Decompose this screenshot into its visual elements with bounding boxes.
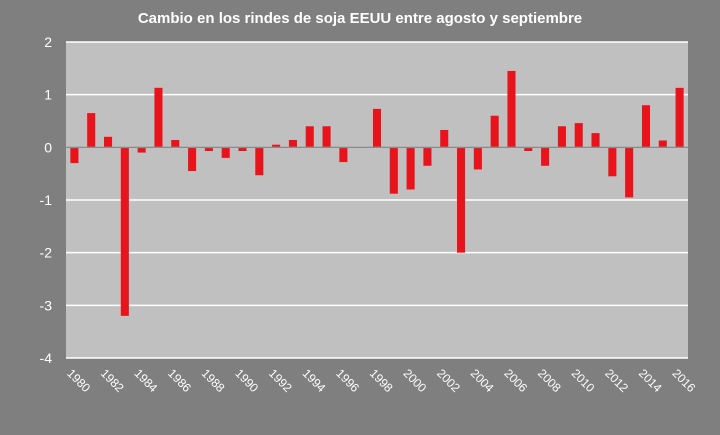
- bar-2004: [473, 147, 482, 170]
- x-tick-label: 2006: [501, 366, 530, 395]
- bar-2011: [591, 133, 600, 148]
- bar-1981: [87, 113, 96, 148]
- x-tick-label: 1980: [64, 366, 93, 395]
- y-tick-label: -4: [40, 350, 53, 366]
- bar-2015: [658, 140, 667, 148]
- y-tick-label: -1: [40, 192, 53, 208]
- bar-1986: [171, 139, 180, 148]
- y-tick-label: 0: [44, 139, 52, 155]
- bar-2005: [490, 115, 499, 148]
- bar-1980: [70, 147, 79, 164]
- bar-2003: [457, 147, 466, 253]
- x-tick-label: 2016: [669, 366, 698, 395]
- bar-1998: [372, 108, 382, 148]
- bar-1985: [154, 87, 163, 148]
- bar-2010: [574, 123, 583, 148]
- x-tick-label: 1996: [333, 366, 362, 395]
- x-tick-label: 1986: [165, 366, 194, 395]
- bar-1988: [204, 147, 213, 152]
- bar-1982: [103, 136, 113, 148]
- y-tick-label: -2: [40, 245, 53, 261]
- x-tick-label: 2014: [636, 366, 665, 395]
- bar-2014: [641, 105, 651, 148]
- bar-2009: [557, 126, 566, 148]
- bar-2007: [524, 147, 533, 152]
- bar-2001: [423, 147, 432, 166]
- bar-2000: [406, 147, 415, 190]
- bar-1999: [389, 147, 398, 194]
- bar-1990: [238, 147, 247, 152]
- x-tick-label: 1992: [266, 366, 295, 395]
- x-tick-label: 1998: [367, 366, 396, 395]
- bar-2002: [440, 129, 449, 148]
- x-tick-label: 2002: [434, 366, 463, 395]
- bar-1987: [188, 147, 197, 172]
- x-tick-label: 1982: [98, 366, 127, 395]
- bar-1984: [137, 147, 146, 153]
- bar-2013: [625, 147, 634, 198]
- bar-2016: [675, 87, 684, 148]
- y-tick-label: 1: [44, 87, 52, 103]
- y-tick-label: 2: [44, 34, 52, 50]
- chart-title: Cambio en los rindes de soja EEUU entre …: [137, 10, 583, 27]
- x-tick-label: 1990: [232, 366, 261, 395]
- bar-2006: [507, 70, 516, 148]
- bar-1995: [322, 126, 331, 148]
- bar-1993: [288, 139, 297, 148]
- bar-1989: [221, 147, 230, 158]
- bar-2008: [541, 147, 550, 166]
- x-tick-label: 2004: [468, 366, 497, 395]
- bar-1992: [272, 144, 281, 148]
- x-tick-label: 1994: [300, 366, 329, 395]
- bar-1991: [255, 147, 264, 176]
- x-tick-label: 2008: [535, 366, 564, 395]
- x-tick-label: 2012: [602, 366, 631, 395]
- bar-2012: [608, 147, 617, 177]
- bar-1994: [305, 126, 314, 148]
- y-tick-label: -3: [40, 297, 53, 313]
- x-tick-label: 2010: [569, 366, 598, 395]
- x-tick-label: 1984: [132, 366, 161, 395]
- bar-1996: [339, 147, 348, 163]
- x-tick-label: 2000: [401, 366, 430, 395]
- bar-1983: [120, 147, 129, 316]
- x-tick-label: 1988: [199, 366, 228, 395]
